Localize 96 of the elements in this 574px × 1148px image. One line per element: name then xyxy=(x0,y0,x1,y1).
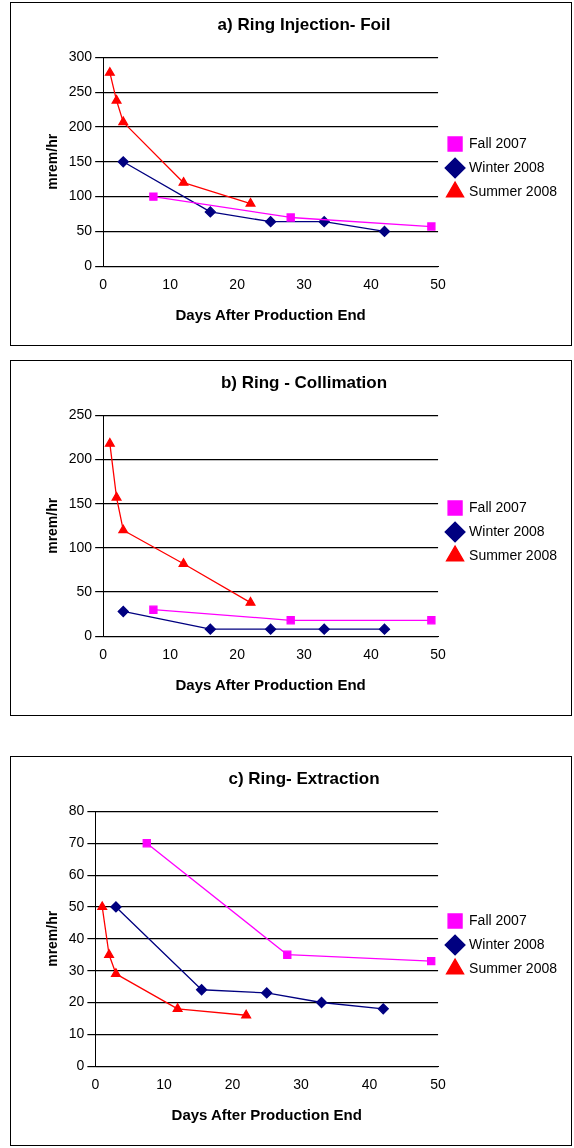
x-tick-label: 40 xyxy=(363,276,380,293)
y-tick-label: 0 xyxy=(76,1057,85,1074)
x-tick-label: 50 xyxy=(430,1076,447,1093)
point xyxy=(110,968,121,977)
chart-title: b) Ring - Collimation xyxy=(220,372,388,392)
legend-label: Summer 2008 xyxy=(469,182,558,199)
point xyxy=(261,987,273,999)
y-tick-label: 40 xyxy=(68,929,85,946)
y-tick-label: 300 xyxy=(68,48,93,65)
point xyxy=(149,605,158,614)
y-tick-label: 150 xyxy=(68,152,93,169)
x-tick-label: 0 xyxy=(99,646,108,663)
point xyxy=(111,94,122,104)
point xyxy=(318,623,330,635)
point xyxy=(377,1003,389,1015)
point xyxy=(245,197,256,207)
point xyxy=(118,524,129,534)
y-axis-title: mrem/hr xyxy=(44,133,61,190)
legend-label: Summer 2008 xyxy=(469,546,558,563)
point xyxy=(286,213,295,222)
x-tick-label: 20 xyxy=(229,276,246,293)
point xyxy=(104,438,115,447)
x-tick-label: 30 xyxy=(296,646,313,663)
point xyxy=(111,491,122,501)
x-tick-label: 10 xyxy=(162,646,179,663)
point xyxy=(117,156,129,168)
y-tick-label: 20 xyxy=(68,993,85,1010)
y-tick-label: 50 xyxy=(76,582,93,599)
x-tick-label: 40 xyxy=(363,646,380,663)
x-tick-label: 10 xyxy=(162,276,179,293)
point xyxy=(142,839,151,848)
point xyxy=(245,596,256,606)
y-tick-label: 200 xyxy=(68,117,93,134)
legend-label: Summer 2008 xyxy=(469,959,558,976)
point xyxy=(97,901,108,911)
point xyxy=(204,206,216,218)
point xyxy=(315,996,328,1009)
chart-title: a) Ring Injection- Foil xyxy=(217,14,391,34)
legend-label: Fall 2007 xyxy=(469,134,527,151)
point xyxy=(241,1009,252,1019)
y-tick-label: 10 xyxy=(68,1025,85,1042)
y-tick-label: 0 xyxy=(84,627,93,644)
chart-title: c) Ring- Extraction xyxy=(228,768,380,788)
x-axis-title: Days After Production End xyxy=(175,676,366,694)
y-tick-label: 50 xyxy=(68,897,85,914)
x-tick-label: 50 xyxy=(430,276,447,293)
point xyxy=(195,984,208,996)
legend-label: Winter 2008 xyxy=(469,935,545,952)
y-tick-label: 60 xyxy=(68,865,85,882)
x-axis-title: Days After Production End xyxy=(171,1106,362,1124)
point xyxy=(264,623,277,635)
x-tick-label: 10 xyxy=(156,1076,172,1093)
x-tick-label: 50 xyxy=(430,646,447,663)
point xyxy=(378,623,391,635)
x-axis-title: Days After Production End xyxy=(175,306,366,324)
point xyxy=(149,192,158,201)
y-tick-label: 250 xyxy=(68,406,93,423)
point xyxy=(286,616,295,625)
y-tick-label: 100 xyxy=(68,538,93,555)
legend-label: Fall 2007 xyxy=(469,911,527,928)
x-tick-label: 20 xyxy=(229,646,246,663)
y-tick-label: 70 xyxy=(68,834,85,851)
point xyxy=(427,956,436,966)
point xyxy=(110,901,122,913)
point xyxy=(172,1003,183,1013)
point xyxy=(178,558,189,567)
y-tick-label: 30 xyxy=(68,961,85,978)
point xyxy=(178,177,189,186)
point xyxy=(264,216,277,228)
y-tick-label: 250 xyxy=(68,83,93,100)
point xyxy=(104,949,115,958)
legend-label: Winter 2008 xyxy=(469,158,545,175)
x-tick-label: 40 xyxy=(361,1076,378,1093)
point xyxy=(283,950,292,959)
y-tick-label: 150 xyxy=(68,494,93,511)
y-axis-title: mrem/hr xyxy=(44,497,61,554)
point xyxy=(117,605,129,618)
point xyxy=(204,623,216,635)
point xyxy=(318,216,330,228)
point xyxy=(104,67,115,76)
x-tick-label: 30 xyxy=(296,276,313,293)
y-axis-title: mrem/hr xyxy=(44,910,61,967)
x-tick-label: 20 xyxy=(224,1076,241,1093)
x-tick-label: 0 xyxy=(99,276,108,293)
y-tick-label: 100 xyxy=(68,187,93,204)
point xyxy=(427,222,436,231)
x-tick-label: 30 xyxy=(293,1076,309,1093)
point xyxy=(118,116,129,126)
legend-label: Winter 2008 xyxy=(469,522,545,539)
y-tick-label: 50 xyxy=(76,222,93,239)
legend-label: Fall 2007 xyxy=(469,498,527,515)
y-tick-label: 80 xyxy=(68,802,85,819)
point xyxy=(427,616,436,625)
y-tick-label: 200 xyxy=(68,450,93,467)
y-tick-label: 0 xyxy=(84,257,93,274)
point xyxy=(378,225,391,238)
